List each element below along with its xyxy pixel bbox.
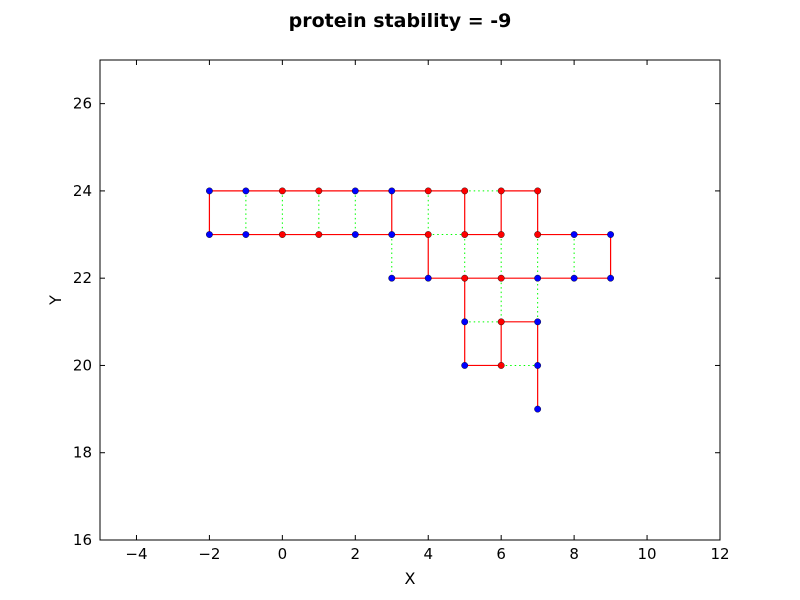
- polar-residue-point: [461, 318, 469, 326]
- chain-backbone-line: [391, 277, 539, 410]
- y-tick-label: 24: [73, 182, 92, 200]
- polar-residue-point: [534, 274, 542, 282]
- hydrophobic-residue-point: [497, 274, 505, 282]
- polar-residue-point: [206, 187, 213, 195]
- polar-residue-point: [206, 231, 213, 238]
- hydrophobic-residue-point: [461, 187, 469, 195]
- x-axis-label: X: [405, 569, 416, 588]
- polar-residue-point: [534, 318, 542, 326]
- hydrophobic-residue-point: [497, 362, 505, 369]
- y-tick-label: 26: [73, 95, 92, 113]
- x-tick-label: −4: [125, 545, 147, 563]
- hydrophobic-residue-point: [278, 187, 286, 195]
- polar-residue-point: [534, 405, 542, 413]
- polar-residue-point: [607, 231, 614, 238]
- hydrophobic-residue-point: [424, 187, 432, 195]
- polar-residue-point: [534, 362, 542, 369]
- polar-residue-point: [388, 187, 396, 195]
- polar-residue-point: [388, 231, 396, 238]
- polar-residue-point: [351, 231, 359, 238]
- polar-residue-point: [388, 274, 396, 282]
- x-tick-label: 8: [569, 545, 579, 563]
- x-tick-label: 6: [496, 545, 506, 563]
- hydrophobic-residue-point: [315, 187, 323, 195]
- chart-title: protein stability = -9: [289, 10, 512, 32]
- hydrophobic-residue-point: [497, 231, 505, 238]
- hydrophobic-residue-point: [534, 187, 542, 195]
- x-tick-label: 10: [638, 545, 657, 563]
- hydrophobic-residue-point: [461, 274, 469, 282]
- y-tick-label: 16: [73, 531, 92, 549]
- x-tick-label: 12: [710, 545, 729, 563]
- hydrophobic-residue-point: [497, 318, 505, 326]
- y-axis-label: Y: [46, 295, 65, 306]
- polar-residue-point: [351, 187, 359, 195]
- y-tick-label: 22: [73, 269, 92, 287]
- hydrophobic-residue-point: [424, 231, 432, 238]
- polar-residue-point: [607, 274, 614, 282]
- contacts-layer: [245, 190, 575, 366]
- x-tick-label: 2: [351, 545, 361, 563]
- polar-residue-point: [570, 274, 578, 282]
- polar-residue-point: [461, 362, 469, 369]
- x-tick-label: −2: [198, 545, 220, 563]
- polar-residue-point: [570, 231, 578, 238]
- y-tick-label: 20: [73, 356, 92, 374]
- y-tick-label: 18: [73, 444, 92, 462]
- polar-residue-point: [242, 187, 250, 195]
- hydrophobic-residue-point: [315, 231, 323, 238]
- hydrophobic-residue-point: [497, 187, 505, 195]
- x-tick-label: 0: [278, 545, 288, 563]
- plot-area: [100, 60, 720, 540]
- residue-points-layer: [206, 187, 614, 413]
- plot-frame: [99, 59, 721, 541]
- chain-backbone-line: [208, 190, 392, 236]
- hydrophobic-residue-point: [461, 231, 469, 238]
- hydrophobic-residue-point: [534, 231, 542, 238]
- polar-residue-point: [424, 274, 432, 282]
- polar-residue-point: [242, 231, 250, 238]
- hydrophobic-residue-point: [278, 231, 286, 238]
- x-tick-label: 4: [423, 545, 433, 563]
